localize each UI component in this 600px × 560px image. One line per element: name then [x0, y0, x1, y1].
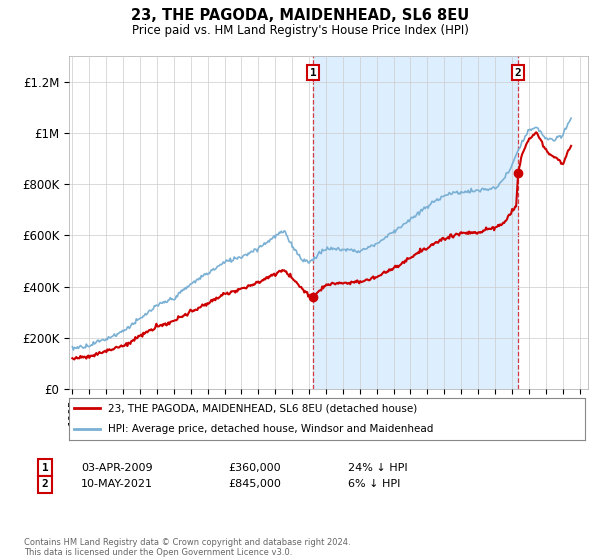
- Text: 24% ↓ HPI: 24% ↓ HPI: [348, 463, 407, 473]
- Text: 1: 1: [310, 68, 317, 78]
- Text: Contains HM Land Registry data © Crown copyright and database right 2024.
This d: Contains HM Land Registry data © Crown c…: [24, 538, 350, 557]
- Text: 2: 2: [41, 479, 49, 489]
- Text: 23, THE PAGODA, MAIDENHEAD, SL6 8EU: 23, THE PAGODA, MAIDENHEAD, SL6 8EU: [131, 8, 469, 24]
- Text: Price paid vs. HM Land Registry's House Price Index (HPI): Price paid vs. HM Land Registry's House …: [131, 24, 469, 36]
- Text: 23, THE PAGODA, MAIDENHEAD, SL6 8EU (detached house): 23, THE PAGODA, MAIDENHEAD, SL6 8EU (det…: [108, 403, 417, 413]
- Text: HPI: Average price, detached house, Windsor and Maidenhead: HPI: Average price, detached house, Wind…: [108, 424, 433, 434]
- Text: 03-APR-2009: 03-APR-2009: [81, 463, 152, 473]
- Text: £845,000: £845,000: [228, 479, 281, 489]
- Text: 10-MAY-2021: 10-MAY-2021: [81, 479, 153, 489]
- Bar: [313, 56, 518, 389]
- Text: 1: 1: [41, 463, 49, 473]
- Text: 2: 2: [515, 68, 521, 78]
- Text: 6% ↓ HPI: 6% ↓ HPI: [348, 479, 400, 489]
- Text: £360,000: £360,000: [228, 463, 281, 473]
